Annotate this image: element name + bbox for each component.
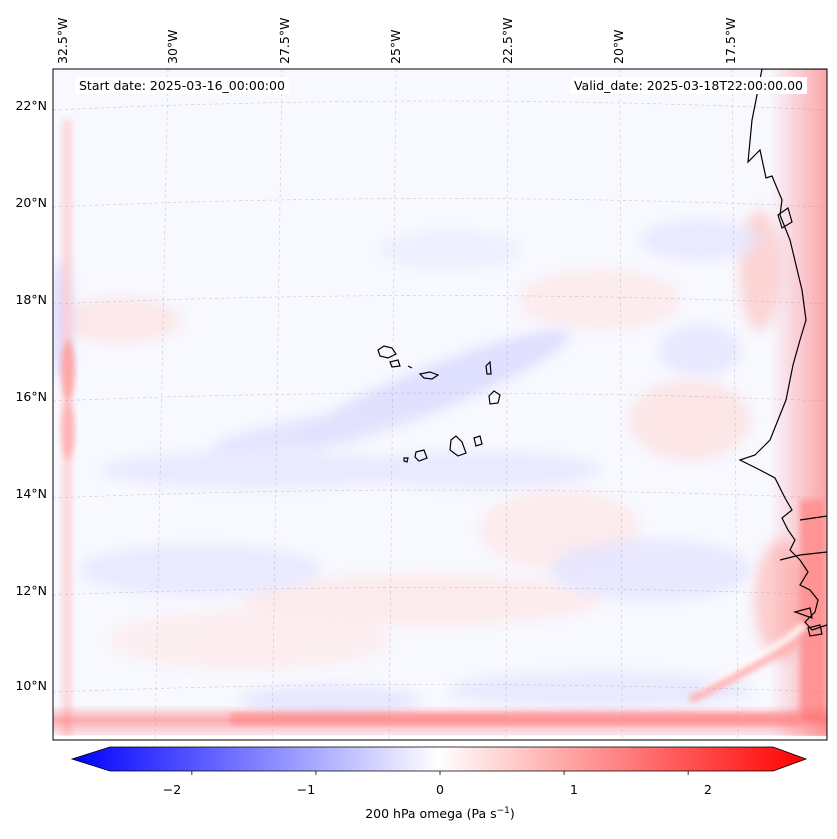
valid-date-label: Valid_date: 2025-03-18T22:00:00.00 [569, 77, 807, 94]
lon-label: 32.5°W [55, 18, 70, 64]
colorbar-tick-label: −2 [163, 782, 181, 797]
latitude-labels: 22°N 20°N 18°N 16°N 14°N 12°N 10°N [15, 98, 47, 693]
lon-label: 17.5°W [723, 18, 738, 64]
coastline [377, 69, 827, 637]
lon-label: 27.5°W [277, 18, 292, 64]
colorbar-title-exponent: −1 [496, 806, 510, 816]
colorbar-tick-label: 0 [436, 782, 444, 797]
colorbar-body [70, 746, 808, 772]
map-frame [52, 68, 828, 741]
lat-label: 12°N [15, 583, 47, 598]
colorbar-title-close: ) [509, 806, 515, 822]
lon-label: 25°W [388, 29, 403, 64]
colorbar-tick-label: 1 [570, 782, 578, 797]
lat-label: 18°N [15, 292, 47, 307]
colorbar-tick-label: −1 [297, 782, 315, 797]
lat-label: 10°N [15, 678, 47, 693]
colorbar-title-main: 200 hPa omega (Pa s [365, 806, 497, 822]
start-date-label: Start date: 2025-03-16_00:00:00 [75, 77, 289, 94]
omega-field [53, 69, 827, 740]
lat-label: 14°N [15, 486, 47, 501]
lat-label: 22°N [15, 98, 47, 113]
longitude-labels: 32.5°W 30°W 27.5°W 25°W 22.5°W 20°W 17.5… [55, 18, 738, 64]
lat-label: 20°N [15, 195, 47, 210]
colorbar-ticks: −2 −1 0 1 2 [163, 782, 712, 797]
colorbar [70, 746, 808, 775]
colorbar-title: 200 hPa omega (Pa s−1) [0, 806, 837, 821]
cape-verde-islands [377, 345, 501, 463]
africa-coastline [738, 69, 827, 631]
colorbar-tick-label: 2 [704, 782, 712, 797]
lon-label: 22.5°W [500, 18, 515, 64]
gridlines [53, 69, 827, 740]
lon-label: 30°W [165, 29, 180, 64]
lat-label: 16°N [15, 389, 47, 404]
lon-label: 20°W [611, 29, 626, 64]
